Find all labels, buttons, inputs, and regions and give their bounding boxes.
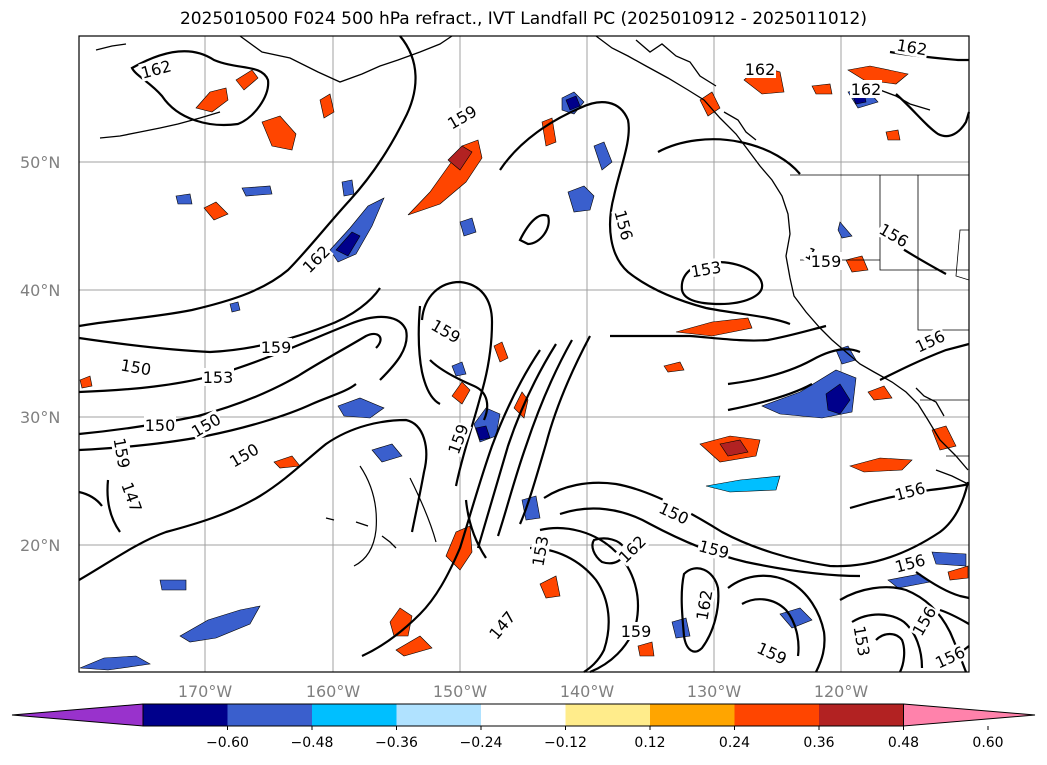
colorbar-segment [396, 704, 481, 726]
coastlines [95, 35, 969, 549]
contour-label-background [484, 606, 520, 644]
contour-label-background [528, 533, 552, 569]
contour-label-background [894, 35, 930, 59]
colorbar-tick-label: 0.24 [719, 735, 750, 751]
colorbar-tick-label: −0.60 [206, 735, 249, 751]
contour-label-background [110, 435, 134, 471]
contour-label-background [298, 241, 334, 277]
contour-label-background [225, 439, 263, 471]
lon-tick-label: 170°W [178, 682, 233, 701]
lon-tick-label: 140°W [560, 682, 615, 701]
map-panel: 1621621621621591621561531561591591561531… [78, 35, 971, 674]
colorbar-segment [819, 704, 904, 726]
lat-tick-label: 30°N [20, 408, 60, 427]
colorbar-segment [734, 704, 819, 726]
contour-label-background [118, 478, 146, 516]
contour-label-background [850, 623, 874, 659]
contour-label-background [810, 252, 842, 270]
contour-label-background [118, 355, 154, 379]
lon-axis: 170°W 160°W 150°W 140°W 130°W 120°W [178, 682, 869, 701]
lon-tick-label: 130°W [687, 682, 742, 701]
contour-label: 153 [203, 368, 234, 387]
thin-contours [353, 465, 437, 567]
colorbar-extend-high [903, 703, 1036, 727]
height-contours [78, 35, 971, 674]
contour-label-background [875, 219, 913, 251]
lat-tick-label: 40°N [20, 281, 60, 300]
colorbar: −0.60 −0.48 −0.36 −0.24 −0.12 0.12 0.24 0.36 0.4… [11, 703, 1036, 751]
colorbar-segment [481, 704, 566, 726]
contour-label-background [892, 550, 928, 576]
contour-label-background [260, 338, 292, 356]
lon-tick-label: 160°W [306, 682, 361, 701]
colorbar-segment [650, 704, 735, 726]
contour-label-background [744, 60, 776, 78]
contour-label-background [850, 80, 882, 98]
contour-label-background [443, 101, 481, 133]
contour-label-background [614, 531, 650, 567]
contour-label-background [611, 207, 637, 243]
contour-label: 159 [261, 338, 292, 357]
contour-label: 159 [811, 252, 842, 271]
contour-label-background [696, 536, 732, 562]
colorbar-tick-label: −0.48 [291, 735, 334, 751]
colorbar-segment [565, 704, 650, 726]
colorbar-border [142, 703, 904, 727]
contour-label-background [144, 416, 176, 434]
lat-tick-label: 20°N [20, 536, 60, 555]
map-border [78, 35, 970, 673]
contour-label-background [427, 315, 465, 347]
lat-tick-label: 50°N [20, 153, 60, 172]
contour-label: 159 [621, 622, 652, 641]
contour-label: 150 [145, 416, 176, 435]
contour-label-background [931, 642, 969, 672]
contour-label-background [138, 56, 174, 82]
colorbar-tick-label: 0.48 [888, 735, 919, 751]
colorbar-tick-label: 0.12 [634, 735, 665, 751]
contour-label-background [692, 587, 716, 623]
lon-tick-label: 150°W [433, 682, 488, 701]
colorbar-tick-label: −0.36 [375, 735, 418, 751]
lon-tick-label: 120°W [814, 682, 869, 701]
colorbar-segment [227, 704, 312, 726]
contour-label-background [892, 478, 928, 504]
contour-labels: 1621621621621591621561531561591591561531… [109, 35, 969, 673]
colorbar-segment [143, 704, 228, 726]
lat-axis: 50°N 40°N 30°N 20°N [20, 153, 60, 555]
colorbar-tick-label: 0.60 [972, 735, 1003, 751]
contour-label-background [202, 368, 234, 386]
colorbar-tick-label: −0.12 [544, 735, 587, 751]
contour-label: 162 [745, 60, 776, 79]
contour-label-background [911, 326, 949, 356]
contour-label-background [655, 498, 693, 528]
colorbar-tick-label: 0.36 [803, 735, 834, 751]
contour-label-background [187, 409, 225, 441]
contour-label-background [620, 622, 652, 640]
contour-label: 162 [851, 80, 882, 99]
colorbar-extend-low [11, 703, 144, 727]
contour-label-background [908, 602, 940, 640]
contour-label-background [753, 638, 791, 668]
colorbar-tick-label: −0.24 [460, 735, 503, 751]
colorbar-segment [312, 704, 397, 726]
contour-label-background [688, 257, 724, 281]
map-title: 2025010500 F024 500 hPa refract., IVT La… [179, 9, 867, 29]
contour-label-background [444, 420, 472, 458]
